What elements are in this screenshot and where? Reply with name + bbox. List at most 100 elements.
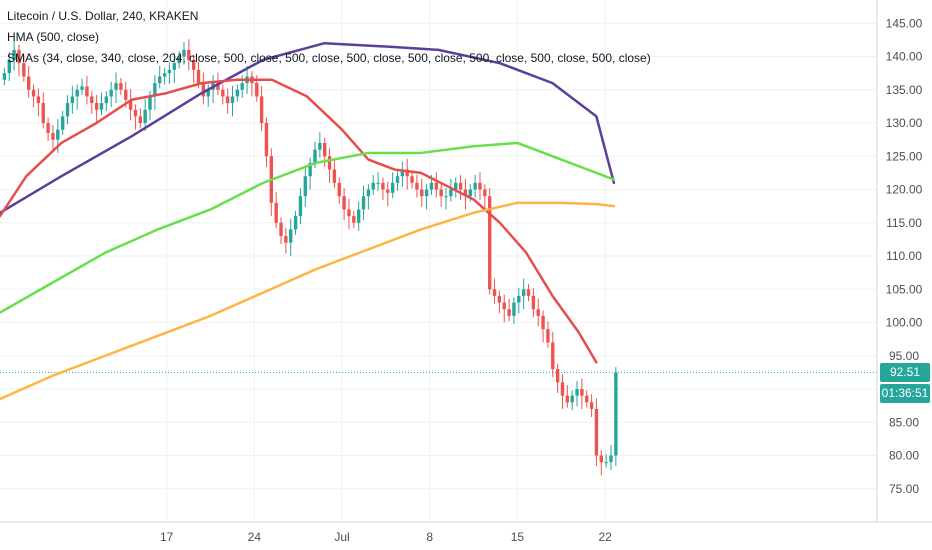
candle-body	[487, 196, 492, 290]
candle-body	[400, 169, 405, 177]
candle-body	[17, 49, 21, 64]
candle-body	[293, 216, 298, 230]
candle-body	[356, 209, 361, 223]
candle-body	[70, 96, 75, 104]
sma-340-line	[0, 201, 616, 401]
candle-body	[546, 329, 550, 343]
candle-body	[196, 69, 201, 84]
candle-body	[502, 302, 506, 310]
candle-body	[439, 189, 443, 197]
hma-line	[0, 41, 616, 215]
candle-body	[589, 402, 594, 409]
candle-body	[497, 295, 502, 303]
candle-body	[216, 83, 220, 90]
candle-body	[463, 189, 468, 197]
candle-body	[478, 182, 482, 190]
candle-body	[560, 382, 565, 396]
price-tick-label: 80.00	[889, 449, 919, 463]
candle-body	[386, 189, 390, 193]
candle-body	[94, 103, 99, 110]
candle-body	[483, 189, 487, 197]
candle-body	[473, 182, 477, 190]
candle-body	[133, 109, 138, 117]
time-axis: 17 24 Jul 8 15 22	[160, 530, 612, 544]
candle-body	[65, 103, 70, 117]
candle-body	[585, 395, 589, 403]
candle-body	[206, 89, 210, 97]
candle-body	[323, 142, 327, 157]
candle-body	[318, 142, 322, 150]
symbol-title[interactable]: Litecoin / U.S. Dollar, 240, KRAKEN	[7, 9, 199, 23]
candle-body	[90, 96, 94, 104]
candle-body	[541, 315, 545, 330]
candle-body	[119, 83, 123, 90]
price-tick-label: 115.00	[886, 216, 922, 230]
time-tick-label: 22	[598, 530, 612, 544]
candle-body	[580, 389, 584, 396]
price-axis: 75.0080.0085.0090.0095.00100.00105.00110…	[886, 16, 923, 495]
candle-body	[313, 149, 317, 163]
candle-body	[410, 176, 414, 183]
price-tick-label: 110.00	[886, 249, 922, 263]
sma-204-line	[0, 141, 616, 314]
candle-body	[104, 96, 109, 104]
candle-body	[153, 83, 157, 97]
hma-legend[interactable]: HMA (500, close)	[7, 30, 100, 44]
time-tick-label: 24	[248, 530, 262, 544]
candle-body	[99, 103, 104, 110]
candle-body	[191, 59, 196, 70]
candle-body	[148, 96, 152, 110]
candle-body	[158, 76, 162, 84]
candle-body	[114, 83, 118, 90]
candle-body	[187, 49, 191, 60]
candle-body	[289, 229, 293, 243]
candle-body	[521, 289, 526, 296]
sma-legend[interactable]: SMAs (34, close, 340, close, 204, close,…	[7, 51, 651, 65]
grid	[0, 0, 877, 522]
candle-body	[352, 216, 356, 223]
candle-body	[531, 295, 536, 310]
candle-body	[599, 455, 603, 463]
candle-body	[274, 202, 278, 223]
candle-body	[303, 176, 307, 197]
candle-body	[458, 182, 463, 190]
candle-body	[609, 455, 613, 463]
candle-body	[376, 182, 380, 184]
time-tick-label: 17	[160, 530, 174, 544]
candle-body	[361, 196, 366, 210]
candle-body	[2, 73, 7, 80]
price-tick-label: 120.00	[886, 183, 923, 197]
candle-body	[424, 189, 429, 197]
current-price-tag: 92.51	[880, 363, 930, 383]
time-tick-label: Jul	[334, 530, 349, 544]
candle-body	[565, 395, 570, 403]
candle-body	[22, 63, 26, 77]
price-tick-label: 85.00	[889, 415, 919, 429]
indicator-lines	[0, 41, 616, 401]
candle-body	[551, 342, 555, 370]
candle-body	[337, 182, 341, 197]
candle-body	[381, 182, 385, 190]
candle-body	[517, 295, 521, 303]
candle-body	[240, 83, 244, 90]
candle-body	[594, 408, 599, 456]
candle-body	[570, 395, 574, 403]
candle-body	[221, 89, 225, 97]
candle-body	[75, 89, 79, 97]
candle-body	[415, 182, 419, 190]
candle-body	[468, 189, 472, 197]
candle-body	[60, 116, 65, 130]
candle-body	[284, 236, 288, 243]
sma-34-line	[0, 78, 598, 364]
candle-body	[51, 132, 55, 140]
candle-body	[507, 309, 511, 316]
price-tick-label: 130.00	[886, 116, 923, 130]
candle-body	[12, 49, 16, 60]
candle-body	[264, 123, 269, 157]
candle-body	[56, 129, 60, 140]
candle-body	[225, 96, 230, 104]
candle-body	[434, 182, 439, 190]
price-tick-label: 100.00	[886, 316, 923, 330]
candle-body	[308, 162, 312, 177]
